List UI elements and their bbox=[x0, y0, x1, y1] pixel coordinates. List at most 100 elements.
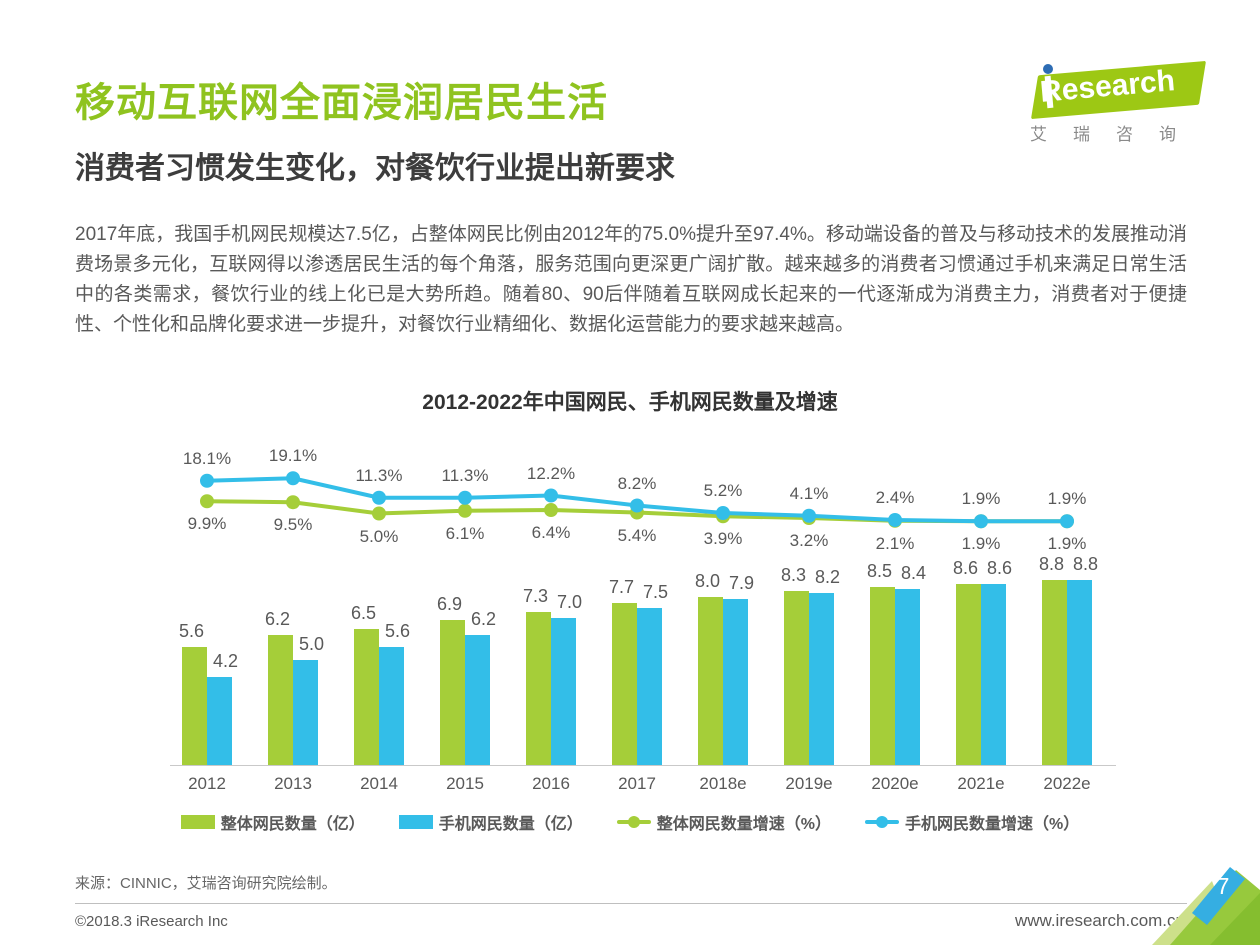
line-total-growth bbox=[206, 499, 1067, 524]
line-dot bbox=[630, 505, 644, 520]
bar-value-label: 4.2 bbox=[212, 650, 239, 671]
growth-value-label: 1.9% bbox=[1047, 489, 1087, 509]
bar-total-netizens bbox=[354, 628, 379, 765]
bar-value-label: 8.3 bbox=[780, 564, 807, 585]
bar-total-netizens bbox=[268, 634, 293, 765]
bar-total-netizens bbox=[870, 586, 895, 765]
line-dot bbox=[1060, 514, 1074, 529]
bar-value-label: 8.4 bbox=[900, 562, 927, 583]
x-axis-line bbox=[170, 765, 1116, 766]
line-dot bbox=[630, 498, 644, 513]
line-dot bbox=[716, 509, 730, 524]
growth-value-label: 1.9% bbox=[961, 534, 1001, 554]
growth-value-label: 8.2% bbox=[617, 473, 657, 493]
bar-value-label: 5.6 bbox=[384, 621, 411, 642]
line-dot bbox=[372, 490, 386, 505]
chart-legend: 整体网民数量（亿） 手机网民数量（亿） 整体网民数量增速（%） 手机网民数量增速（%） bbox=[0, 810, 1260, 834]
growth-value-label: 5.2% bbox=[703, 481, 743, 500]
legend-swatch-line bbox=[865, 815, 900, 829]
legend-item: 整体网民数量增速（%） bbox=[616, 810, 832, 834]
growth-value-label: 9.9% bbox=[187, 514, 227, 534]
x-axis-tick-label: 2021e bbox=[957, 774, 1005, 793]
bar-total-netizens bbox=[612, 603, 637, 765]
legend-swatch-line bbox=[616, 815, 651, 829]
growth-value-label: 1.9% bbox=[1047, 534, 1087, 554]
line-dot bbox=[200, 494, 214, 509]
legend-dot-icon bbox=[627, 816, 640, 828]
bar-mobile-netizens bbox=[723, 599, 748, 765]
legend-item: 整体网民数量（亿） bbox=[180, 810, 365, 834]
growth-value-label: 2.1% bbox=[875, 533, 915, 553]
legend-item: 手机网民数量（亿） bbox=[398, 810, 583, 834]
bar-value-label: 8.8 bbox=[1038, 554, 1065, 575]
chart-title: 2012-2022年中国网民、手机网民数量及增速 bbox=[422, 391, 838, 414]
line-dot bbox=[372, 506, 386, 521]
logo-i-dot-icon bbox=[1043, 64, 1053, 74]
line-dot bbox=[802, 511, 816, 525]
growth-value-label: 18.1% bbox=[182, 448, 232, 468]
bar-mobile-netizens bbox=[379, 647, 404, 765]
growth-value-label: 9.5% bbox=[273, 515, 313, 535]
x-axis-tick-label: 2020e bbox=[871, 774, 919, 793]
x-axis-tick-label: 2019e bbox=[785, 774, 833, 793]
line-dot bbox=[1060, 514, 1074, 529]
copyright-text: ©2018.3 iResearch Inc bbox=[75, 913, 228, 930]
line-dot bbox=[200, 473, 214, 488]
legend-swatch-bar bbox=[180, 815, 215, 829]
x-axis-tick-label: 2018e bbox=[699, 774, 747, 793]
growth-value-label: 4.1% bbox=[789, 483, 829, 503]
bar-mobile-netizens bbox=[981, 584, 1006, 765]
body-paragraph: 2017年底，我国手机网民规模达7.5亿，占整体网民比例由2012年的75.0%… bbox=[75, 224, 1187, 335]
x-axis-tick-label: 2012 bbox=[188, 774, 226, 793]
line-dot bbox=[544, 488, 558, 503]
line-dot bbox=[888, 513, 902, 527]
x-axis-tick-label: 2016 bbox=[532, 774, 570, 793]
line-dot bbox=[286, 495, 300, 510]
legend-item: 手机网民数量增速（%） bbox=[865, 810, 1079, 834]
bar-value-label: 7.0 bbox=[556, 592, 583, 612]
line-dot bbox=[286, 471, 300, 486]
legend-label: 整体网民数量增速（%） bbox=[656, 816, 832, 833]
bar-value-label: 6.2 bbox=[264, 608, 291, 629]
line-dot bbox=[544, 503, 558, 517]
bar-total-netizens bbox=[956, 584, 981, 765]
source-note: 来源：CINNIC，艾瑞咨询研究院绘制。 bbox=[75, 875, 337, 892]
bar-value-label: 8.6 bbox=[986, 558, 1013, 579]
bar-value-label: 5.6 bbox=[178, 621, 205, 642]
page-number: 7 bbox=[1216, 873, 1230, 899]
bar-total-netizens bbox=[1042, 580, 1067, 765]
growth-value-label: 6.4% bbox=[531, 523, 571, 542]
bar-value-label: 5.0 bbox=[298, 634, 325, 654]
x-axis-tick-label: 2022e bbox=[1043, 774, 1091, 793]
line-dot bbox=[716, 506, 730, 520]
bar-value-label: 8.5 bbox=[866, 560, 893, 581]
bar-value-label: 7.9 bbox=[728, 573, 755, 594]
bar-value-label: 8.2 bbox=[814, 566, 841, 587]
line-dot bbox=[458, 490, 472, 505]
bar-mobile-netizens bbox=[637, 607, 662, 765]
bar-mobile-netizens bbox=[207, 676, 232, 765]
bar-total-netizens bbox=[784, 590, 809, 765]
corner-decoration bbox=[1152, 867, 1260, 945]
growth-value-label: 1.9% bbox=[961, 489, 1001, 509]
x-axis-tick-label: 2014 bbox=[360, 774, 398, 793]
x-axis-tick-label: 2017 bbox=[618, 774, 656, 793]
bar-total-netizens bbox=[182, 647, 207, 765]
bar-mobile-netizens bbox=[895, 588, 920, 765]
line-dot bbox=[888, 513, 902, 528]
legend-label: 整体网民数量（亿） bbox=[220, 816, 365, 833]
bar-value-label: 8.6 bbox=[952, 558, 979, 579]
x-axis-tick-label: 2013 bbox=[274, 774, 312, 793]
growth-value-label: 12.2% bbox=[526, 463, 576, 483]
growth-value-label: 6.1% bbox=[445, 523, 485, 543]
iresearch-logo: Research 艾瑞咨询 bbox=[1008, 60, 1208, 145]
bar-value-label: 8.8 bbox=[1072, 554, 1099, 575]
growth-value-label: 11.3% bbox=[441, 465, 489, 485]
growth-value-label: 19.1% bbox=[268, 446, 318, 466]
bar-total-netizens bbox=[526, 611, 551, 765]
legend-dot-icon bbox=[876, 816, 889, 828]
legend-swatch-bar bbox=[398, 815, 433, 829]
line-dot bbox=[458, 503, 472, 518]
